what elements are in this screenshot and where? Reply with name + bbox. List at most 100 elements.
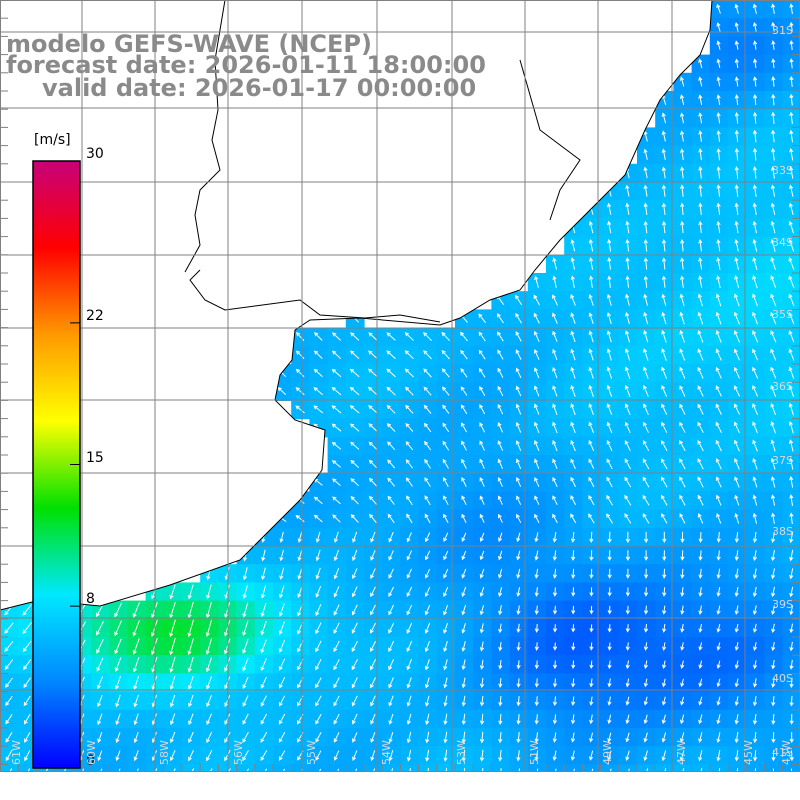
wind-arrow [479, 568, 485, 579]
wind-arrow [295, 514, 305, 523]
wind-arrow [406, 695, 412, 707]
wind-arrow [22, 622, 32, 634]
wind-arrow [388, 531, 394, 543]
wind-arrow [771, 568, 776, 580]
wind-arrow [331, 387, 342, 396]
wind-arrow [24, 750, 31, 762]
wind-arrow [752, 384, 759, 397]
wind-arrow [752, 512, 757, 524]
wind-arrow [643, 238, 648, 252]
wind-arrow [24, 731, 31, 743]
longitude-label: 54W [380, 740, 393, 765]
wind-arrow [96, 657, 104, 672]
wind-arrow [425, 749, 430, 762]
wind-arrow [406, 604, 413, 616]
wind-arrow [405, 441, 414, 451]
wind-arrow [771, 768, 776, 780]
wind-arrow [789, 605, 794, 616]
wind-arrow [534, 587, 539, 597]
wind-arrow [406, 495, 413, 506]
wind-arrow [498, 532, 503, 543]
wind-arrow [716, 750, 721, 762]
wind-arrow [589, 531, 594, 544]
wind-arrow [406, 513, 413, 524]
wind-arrow [680, 275, 685, 288]
wind-arrow [789, 166, 794, 179]
wind-arrow [716, 58, 721, 69]
wind-arrow [625, 238, 630, 252]
wind-arrow [351, 677, 358, 689]
wind-arrow [589, 605, 594, 615]
wind-arrow [368, 423, 378, 432]
wind-arrow [606, 312, 612, 325]
wind-arrow [588, 238, 594, 252]
wind-arrow [624, 384, 631, 397]
wind-arrow [789, 531, 794, 544]
wind-arrow [734, 678, 739, 688]
wind-arrow [279, 567, 285, 580]
wind-arrow [170, 731, 176, 744]
wind-arrow [789, 732, 794, 744]
wind-arrow [788, 275, 795, 289]
wind-arrow [571, 568, 576, 579]
wind-arrow [478, 331, 486, 342]
wind-arrow [571, 696, 576, 706]
wind-arrow [424, 495, 431, 506]
colorbar-ticks [70, 160, 80, 769]
wind-speed-cell [364, 764, 383, 772]
wind-arrow [242, 602, 249, 618]
wind-arrow [169, 637, 176, 656]
wind-arrow [368, 405, 378, 414]
wind-arrow [607, 624, 612, 633]
wind-arrow [515, 294, 523, 306]
wind-arrow [478, 313, 486, 324]
wind-arrow [789, 659, 794, 670]
wind-arrow [115, 694, 121, 708]
wind-arrow [205, 601, 212, 619]
wind-arrow [589, 642, 594, 651]
wind-arrow [752, 457, 758, 470]
wind-arrow [697, 311, 704, 325]
wind-arrow [716, 257, 721, 270]
wind-arrow [260, 602, 267, 618]
latitude-label: 37S [772, 454, 793, 467]
wind-arrow [479, 641, 485, 652]
wind-arrow [643, 202, 648, 216]
wind-arrow [570, 458, 576, 470]
wind-arrow [589, 275, 594, 288]
wind-arrow [388, 713, 394, 725]
wind-arrow [789, 129, 794, 143]
wind-arrow [643, 348, 649, 361]
wind-arrow [588, 348, 594, 361]
wind-arrow [169, 694, 176, 708]
wind-arrow [734, 586, 739, 598]
wind-arrow [315, 677, 322, 689]
wind-arrow [278, 603, 285, 617]
wind-arrow [734, 275, 740, 289]
wind-arrow [698, 166, 703, 179]
wind-arrow [771, 3, 776, 14]
wind-arrow [770, 184, 776, 197]
colorbar [32, 160, 81, 769]
wind-arrow [242, 731, 249, 744]
wind-arrow [115, 750, 121, 762]
wind-arrow [680, 112, 685, 124]
wind-arrow [642, 494, 650, 506]
wind-arrow [716, 550, 721, 561]
wind-arrow [461, 731, 466, 744]
wind-arrow [734, 147, 739, 161]
wind-arrow [534, 550, 539, 561]
wind-arrow [331, 350, 342, 359]
wind-arrow [406, 677, 412, 689]
wind-arrow [771, 129, 776, 143]
wind-arrow [516, 605, 521, 616]
wind-arrow [443, 695, 448, 707]
wind-arrow [679, 311, 685, 325]
wind-arrow [206, 676, 212, 690]
wind-arrow [789, 494, 794, 506]
wind-arrow [534, 495, 540, 505]
wind-arrow [734, 40, 739, 50]
wind-arrow [789, 39, 794, 51]
wind-arrow [534, 623, 539, 633]
wind-arrow [552, 403, 558, 415]
